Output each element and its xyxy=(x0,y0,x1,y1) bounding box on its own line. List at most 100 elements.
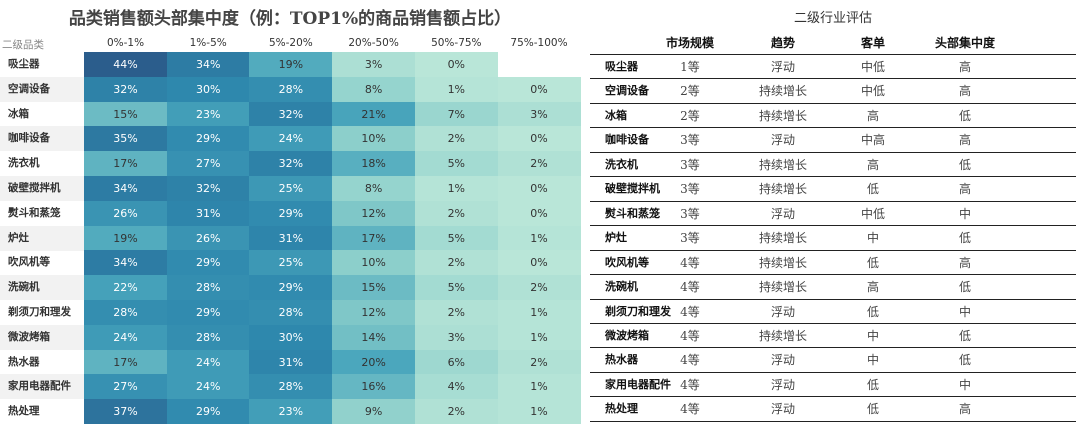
heatmap-cell: 2% xyxy=(414,126,498,152)
order-value: 低 xyxy=(866,402,879,417)
row-label: 热处理 xyxy=(8,405,40,418)
order-value: 低 xyxy=(866,377,879,392)
trend: 浮动 xyxy=(770,353,795,368)
heatmap-row: 剃须刀和理发 28% 29% 28% 12% 2% 1% xyxy=(0,300,581,325)
column-header: 0%-1% xyxy=(106,37,145,49)
row-label: 吹风机等 xyxy=(8,256,50,269)
column-header: 客单 xyxy=(860,36,885,50)
heatmap-cell: 29% xyxy=(166,399,250,425)
heatmap-cell: 0% xyxy=(497,176,581,201)
heatmap-cell: 18% xyxy=(332,151,416,177)
heatmap-cell: 16% xyxy=(332,374,416,400)
heatmap-cell: 24% xyxy=(249,126,333,152)
heatmap-cell: 2% xyxy=(497,275,581,301)
heatmap-cell: 1% xyxy=(497,324,581,350)
table-row: 咖啡设备 3等 浮动 中高 高 xyxy=(590,127,1076,152)
heatmap-cell: 0% xyxy=(497,200,581,226)
market-size: 4等 xyxy=(680,377,700,392)
column-header: 75%-100% xyxy=(510,37,568,49)
heatmap-cell: 1% xyxy=(497,225,581,251)
heatmap-cell: 8% xyxy=(332,176,416,201)
trend: 持续增长 xyxy=(758,280,807,295)
heatmap-cell: 4% xyxy=(414,374,498,400)
market-size: 4等 xyxy=(680,353,700,368)
trend: 浮动 xyxy=(770,206,795,221)
market-size: 4等 xyxy=(680,328,700,343)
table-row: 热水器 4等 浮动 中 低 xyxy=(590,347,1076,372)
head-concentration: 低 xyxy=(958,157,971,172)
heatmap-cell: 31% xyxy=(166,200,250,226)
row-label: 破壁搅拌机 xyxy=(0,176,84,201)
heatmap-cell: 28% xyxy=(166,324,250,350)
heatmap-cell xyxy=(498,52,581,77)
heatmap-cell: 2% xyxy=(414,200,498,226)
column-header: 50%-75% xyxy=(431,37,482,49)
order-value: 中 xyxy=(866,328,879,343)
heatmap-cell: 10% xyxy=(332,126,416,152)
heatmap-cell: 25% xyxy=(249,250,333,276)
row-header: 二级品类 xyxy=(2,39,44,51)
heatmap-cell: 28% xyxy=(84,300,167,325)
market-size: 3等 xyxy=(680,157,700,172)
category-name: 热处理 xyxy=(605,402,638,416)
heatmap-row: 空调设备 32% 30% 28% 8% 1% 0% xyxy=(0,76,581,102)
heatmap-cell: 24% xyxy=(84,324,167,350)
order-value: 中 xyxy=(866,353,879,368)
heatmap-cell: 0% xyxy=(414,52,498,77)
trend: 浮动 xyxy=(770,60,795,74)
head-concentration: 高 xyxy=(958,255,971,270)
market-size: 4等 xyxy=(680,280,700,295)
heatmap-cell: 19% xyxy=(84,225,167,251)
heatmap-cell: 44% xyxy=(84,52,167,77)
column-header: 1%-5% xyxy=(189,37,227,49)
heatmap-cell: 1% xyxy=(414,76,498,102)
category-name: 熨斗和蒸笼 xyxy=(605,206,660,220)
heatmap-row: 热处理 37% 29% 23% 9% 2% 1% xyxy=(0,399,581,425)
order-value: 低 xyxy=(866,255,879,270)
heatmap-row: 吹风机等 34% 29% 25% 10% 2% 0% xyxy=(0,250,581,276)
heatmap-cell: 15% xyxy=(332,275,416,301)
heatmap-cell: 3% xyxy=(497,101,581,127)
table-row: 吸尘器 1等 浮动 中低 高 xyxy=(590,54,1076,79)
market-size: 4等 xyxy=(680,304,700,319)
heatmap-row: 炉灶 19% 26% 31% 17% 5% 1% xyxy=(0,225,581,251)
order-value: 中低 xyxy=(860,60,885,74)
heatmap-cell: 29% xyxy=(249,275,333,301)
heatmap-cell: 12% xyxy=(332,200,416,226)
heatmap-cell: 29% xyxy=(166,300,250,325)
heatmap-cell: 34% xyxy=(84,250,167,276)
market-size: 3等 xyxy=(680,231,700,246)
heatmap-cell: 8% xyxy=(332,76,416,102)
market-size: 1等 xyxy=(680,60,700,74)
row-label: 空调设备 xyxy=(0,76,84,102)
heatmap-cell: 28% xyxy=(249,374,333,400)
row-label: 剃须刀和理发 xyxy=(8,306,71,318)
evaluation-title: 二级行业评估 xyxy=(793,11,872,26)
heatmap-cell: 32% xyxy=(249,151,333,177)
market-size: 3等 xyxy=(680,133,700,148)
heatmap-cell: 32% xyxy=(249,101,333,127)
heatmap-cell: 22% xyxy=(84,275,167,301)
heatmap-cell: 26% xyxy=(84,200,167,226)
category-name: 吹风机等 xyxy=(605,255,649,269)
table-row: 吹风机等 4等 持续增长 低 高 xyxy=(590,249,1076,275)
head-concentration: 中 xyxy=(958,206,971,221)
head-concentration: 低 xyxy=(958,280,971,295)
trend: 持续增长 xyxy=(758,182,807,197)
heatmap-row: 家用电器配件 27% 24% 28% 16% 4% 1% xyxy=(0,374,581,400)
head-concentration: 中 xyxy=(958,304,971,319)
heatmap-cell: 19% xyxy=(249,52,333,77)
heatmap-cell: 23% xyxy=(166,101,250,127)
column-header: 市场规模 xyxy=(665,36,714,50)
heatmap-cell: 2% xyxy=(497,349,581,375)
heatmap-row: 热水器 17% 24% 31% 20% 6% 2% xyxy=(0,349,581,375)
heatmap-cell: 0% xyxy=(497,76,581,102)
heatmap-cell: 24% xyxy=(166,349,250,375)
heatmap-cell: 5% xyxy=(414,225,498,251)
category-name: 热水器 xyxy=(605,353,638,367)
category-name: 洗衣机 xyxy=(605,157,638,171)
evaluation-panel: 二级行业评估 市场规模 趋势 客单 头部集中度 吸尘器 1等 浮动 中低高空调设备 2等 持续增… xyxy=(590,0,1080,428)
order-value: 中高 xyxy=(860,133,885,148)
heatmap-cell: 37% xyxy=(84,399,167,425)
heatmap-cell: 15% xyxy=(84,101,167,127)
